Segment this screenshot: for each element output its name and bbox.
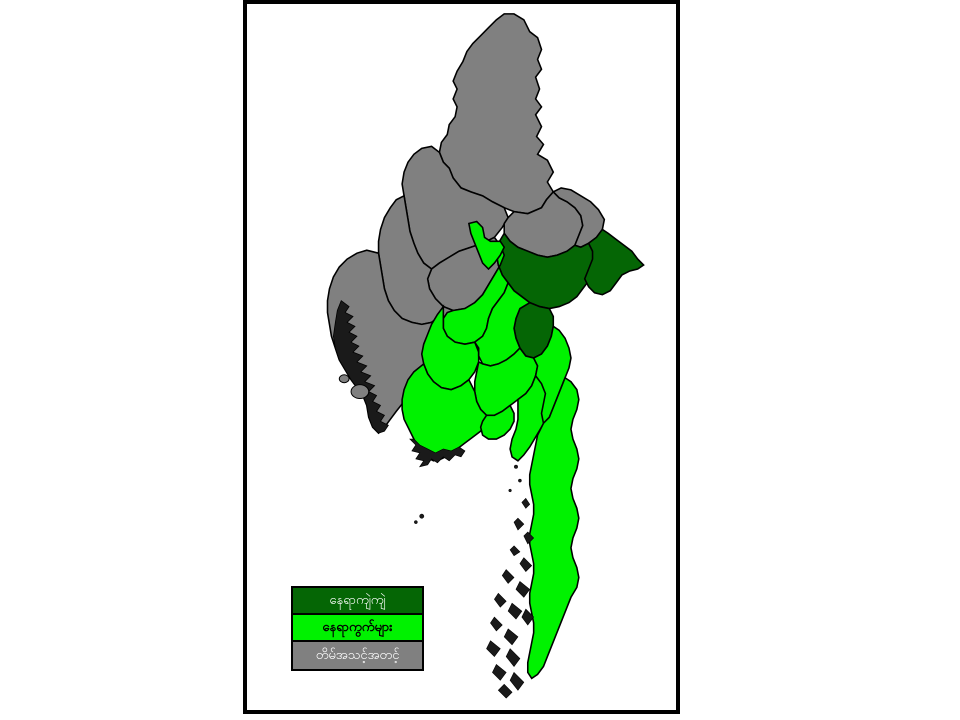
- rakhine-islands: [332, 300, 389, 434]
- map-legend: နေရာကျဲကျဲ နေရာကွက်များ တိမ်အသင့်အတင့်: [291, 586, 424, 671]
- legend-label-scattered: နေရာကျဲကျဲ: [329, 593, 386, 608]
- region-sagaing-finger[interactable]: [467, 220, 506, 271]
- sea-islets: [414, 464, 522, 524]
- region-yangon[interactable]: [479, 404, 515, 440]
- myanmar-map: [326, 13, 645, 699]
- region-tanintharyi[interactable]: [526, 376, 580, 680]
- legend-label-widespread: နေရာကွက်များ: [322, 620, 393, 635]
- legend-label-isolated: တိမ်အသင့်အတင့်: [315, 648, 400, 663]
- rakhine-island-cheduba: [338, 374, 350, 384]
- region-shan-east[interactable]: [583, 228, 645, 296]
- ayeyarwady-delta-fringe: [409, 438, 466, 468]
- legend-item-widespread[interactable]: နေရာကွက်များ: [293, 615, 422, 642]
- region-kayin[interactable]: [532, 325, 572, 425]
- legend-item-scattered[interactable]: နေရာကျဲကျဲ: [293, 588, 422, 615]
- rakhine-island-ramree: [350, 384, 370, 400]
- map-frame: နေရာကျဲကျဲ နေရာကွက်များ တိမ်အသင့်အတင့်: [243, 0, 680, 714]
- legend-item-isolated[interactable]: တိမ်အသင့်အတင့်: [293, 642, 422, 669]
- myeik-archipelago: [486, 497, 535, 699]
